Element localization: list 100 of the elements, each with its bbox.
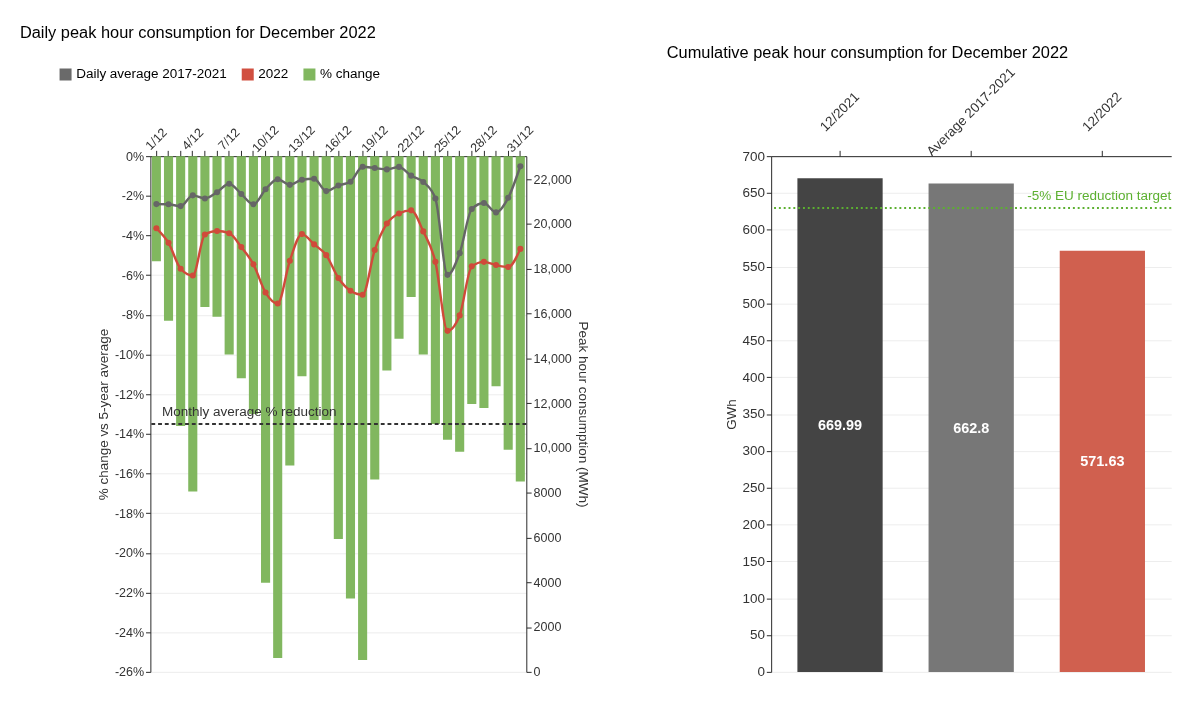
point: [165, 239, 172, 246]
y2-tick-label: 6000: [533, 530, 562, 545]
point: [323, 188, 330, 195]
y2-tick-label: 22,000: [533, 172, 572, 187]
point: [444, 271, 451, 278]
point: [286, 181, 293, 188]
y2-tick-label: 4000: [533, 575, 562, 590]
legend-label: % change: [320, 66, 381, 82]
bar: [797, 178, 883, 672]
point: [517, 163, 524, 170]
chart-title: Cumulative peak hour consumption for December 2022: [666, 42, 1069, 61]
point: [226, 230, 233, 237]
y-tick-label: 400: [742, 369, 765, 385]
point: [359, 291, 366, 298]
y2-tick-label: 20,000: [533, 217, 572, 232]
y-tick-label: -6%: [121, 268, 145, 283]
y-tick-label: 150: [742, 553, 765, 569]
point: [262, 289, 269, 296]
point: [480, 258, 487, 265]
y2-axis-title: Peak hour consumption (MWh): [575, 321, 591, 508]
data-label: 571.63: [1080, 453, 1125, 470]
point: [201, 195, 208, 202]
data-label: 669.99: [817, 416, 863, 433]
legend-label: Daily average 2017-2021: [76, 66, 227, 82]
point: [177, 265, 184, 272]
point: [444, 327, 451, 334]
point: [383, 166, 390, 173]
y-tick-label: -8%: [121, 308, 145, 323]
y-tick-label: 50: [749, 627, 765, 643]
point: [298, 231, 306, 238]
y-tick-label: -14%: [114, 427, 145, 442]
y-tick-label: -4%: [121, 228, 145, 243]
point: [335, 274, 342, 282]
y-tick-label: -24%: [114, 625, 145, 640]
y-tick-label: 0: [757, 664, 765, 680]
x-tick-label: 7/12: [215, 125, 243, 153]
y-tick-label: -2%: [121, 189, 145, 204]
y-tick-label: 550: [742, 259, 765, 275]
point: [493, 209, 500, 216]
y-tick-label: 700: [742, 148, 765, 164]
y-tick-label: 450: [742, 332, 765, 348]
point: [274, 176, 281, 183]
point: [456, 312, 463, 319]
point: [323, 252, 330, 259]
y-tick-label: 0%: [126, 149, 145, 164]
y-tick-label: -18%: [114, 506, 145, 521]
point: [505, 263, 512, 271]
y-tick-label: 500: [742, 295, 765, 311]
point: [153, 225, 160, 232]
point: [408, 172, 415, 179]
point: [213, 189, 221, 196]
data-label: 662.8: [953, 419, 990, 436]
point: [383, 220, 390, 227]
point: [505, 194, 512, 201]
bar: [928, 183, 1014, 672]
point: [420, 228, 427, 235]
point: [420, 178, 427, 185]
point: [408, 207, 415, 214]
ref-line-label: -5% EU reduction target: [1027, 188, 1172, 204]
point: [213, 227, 221, 235]
point: [517, 245, 524, 252]
point: [274, 300, 281, 307]
y2-tick-label: 12,000: [533, 396, 572, 411]
y-tick-label: 350: [742, 406, 765, 422]
point: [371, 165, 378, 172]
y-tick-label: -16%: [114, 466, 145, 481]
point: [311, 241, 318, 248]
point: [395, 163, 403, 170]
point: [347, 178, 354, 185]
point: [250, 201, 257, 208]
point: [226, 180, 233, 187]
point: [468, 263, 475, 270]
point: [238, 244, 245, 251]
y-tick-label: -10%: [114, 347, 145, 362]
point: [298, 176, 306, 183]
chart-title: Daily peak hour consumption for December 2022: [19, 22, 376, 41]
y2-tick-label: 8000: [533, 486, 562, 501]
point: [153, 201, 160, 208]
y2-tick-label: 14,000: [533, 351, 572, 366]
point: [311, 175, 318, 182]
y-axis-title: GWh: [723, 399, 739, 430]
y-tick-label: 100: [742, 590, 765, 606]
point: [347, 287, 354, 294]
point: [238, 190, 245, 198]
y-tick-label: 650: [742, 185, 765, 201]
point: [432, 258, 439, 265]
legend-label: 2022: [258, 66, 289, 82]
y-tick-label: 300: [742, 443, 765, 459]
point: [189, 272, 196, 279]
point: [262, 186, 269, 193]
y-tick-label: 250: [742, 480, 765, 496]
point: [371, 246, 378, 254]
point: [201, 231, 208, 238]
y-tick-label: -20%: [114, 546, 145, 561]
point: [177, 203, 184, 210]
y2-tick-label: 0: [533, 665, 541, 680]
point: [480, 199, 487, 207]
y-tick-label: -26%: [114, 665, 145, 680]
y2-tick-label: 16,000: [533, 306, 572, 321]
point: [468, 205, 475, 213]
